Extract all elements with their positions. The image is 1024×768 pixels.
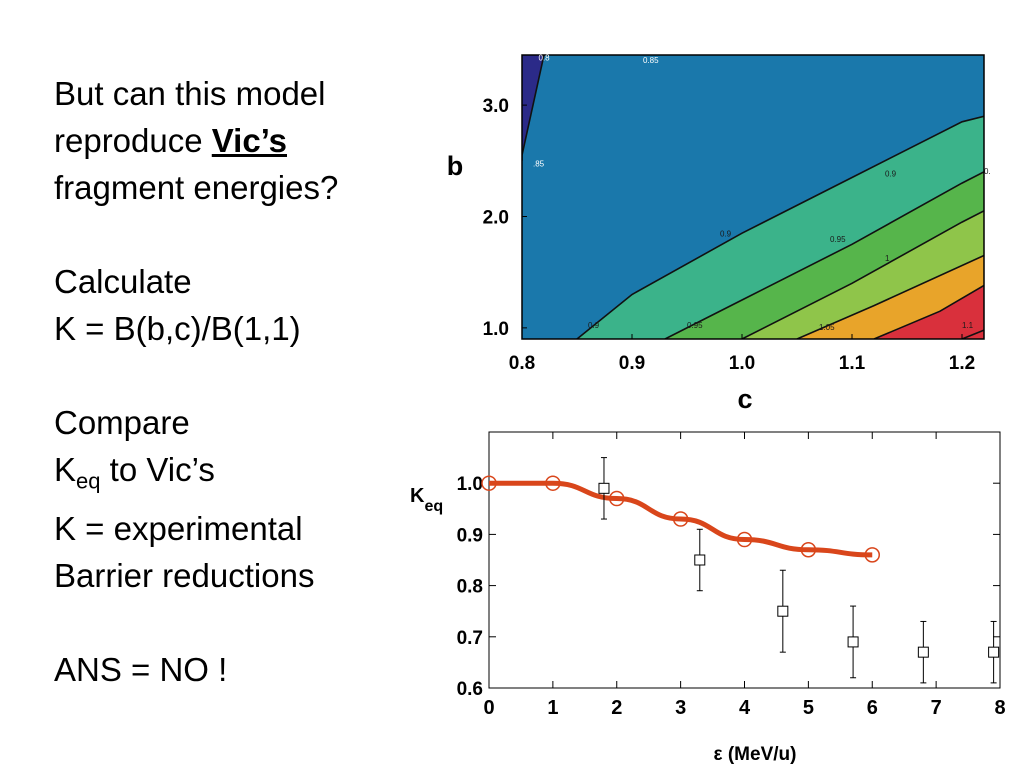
keq-model-point [609,490,625,507]
contour-band-0.85 [522,55,984,339]
text-line-5: K = B(b,c)/B(1,1) [54,310,301,347]
keq-experimental-point [847,636,859,648]
keq-k: K [54,451,77,488]
contour-line-1.15 [961,329,984,339]
text-line-1: But can this model [54,75,326,112]
contour-label: 1 [885,254,890,263]
keq-y-tick-label: 0.7 [457,628,483,649]
keq-experimental-point [777,605,789,617]
contour-label: 0.85 [643,56,659,65]
keq-model-point [736,531,753,548]
keq-model-point [481,475,497,491]
contour-x-tick-label: 0.9 [619,353,645,374]
contour-x-label: c [737,384,752,414]
contour-frame [521,54,985,340]
contour-label: 0.9 [588,321,600,330]
contour-line-0.85 [522,55,545,161]
contour-x-tick-label: 1.0 [729,353,755,374]
contour-label: 1.05 [819,323,835,332]
keq-y-tick-label: 0.9 [457,525,483,546]
contour-y-label: b [447,151,464,181]
slide-text: But can this model reproduce Vic’s fragm… [54,70,338,693]
contour-label: 1.1 [962,321,974,330]
keq-x-tick-label: 5 [803,697,814,719]
contour-band-1.05 [797,255,984,339]
contour-line-0.9 [576,115,984,339]
contour-x-tick-label: 1.2 [949,353,975,374]
contour-band-0.9 [577,116,984,339]
keq-x-tick-label: 6 [867,697,878,719]
keq-model-point [672,511,689,527]
keq-x-tick-label: 8 [994,697,1005,719]
text-line-6: Compare [54,404,190,441]
contour-line-1.05 [796,254,984,339]
contour-label: 0.95 [687,321,703,330]
contour-label: .85 [533,159,545,168]
contour-line-1 [741,210,984,339]
text-line-3: fragment energies? [54,169,339,206]
keq-experimental-point [917,646,929,658]
contour-y-tick-label: 2.0 [483,207,509,228]
keq-x-tick-label: 0 [483,697,494,719]
vic-emphasis: Vic’s [211,122,287,159]
keq-model-point [800,542,817,558]
keq-experimental-point [598,482,610,494]
text-line-10: ANS = NO ! [54,650,228,688]
text-line-7-rest: to Vic’s [100,451,215,488]
contour-label: 0.95 [830,235,846,244]
keq-x-tick-label: 1 [547,697,558,719]
keq-y-label: Keq [410,485,443,515]
keq-sub: eq [76,468,101,494]
contour-y-tick-label: 3.0 [483,96,509,117]
contour-band-0.8 [522,55,544,161]
keq-experimental-point [694,554,706,566]
contour-y-tick-label: 1.0 [483,319,509,340]
text-line-7: Keq to Vic’s [54,446,338,505]
keq-y-tick-label: 1.0 [457,474,483,495]
keq-model-curve [488,480,873,558]
contour-label: 0.9 [885,169,897,178]
keq-model-point [864,547,880,563]
keq-model-point [545,475,561,491]
keq-y-tick-label: 0.8 [457,577,483,598]
contour-label: 0.8 [539,54,551,63]
contour-label: 0. [984,167,991,176]
keq-x-tick-label: 4 [739,697,751,719]
contour-line-1.1 [873,284,984,339]
contour-x-tick-label: 1.1 [839,353,866,374]
keq-experimental-point [988,646,1000,658]
contour-line-0.95 [664,171,984,339]
text-line-4: Calculate [54,263,192,300]
text-line-2-prefix: reproduce [54,122,212,159]
keq-y-tick-label: 0.6 [457,679,483,700]
keq-x-tick-label: 3 [675,697,686,719]
keq-x-tick-label: 7 [931,697,942,719]
text-line-2: reproduce Vic’s [54,117,338,164]
keq-x-tick-label: 2 [611,697,622,719]
text-line-9: Barrier reductions [54,556,315,594]
text-line-8: K = experimental [54,509,303,547]
keq-x-label: ε (MeV/u) [714,744,797,765]
contour-x-tick-label: 0.8 [509,353,535,374]
contour-label: 0.9 [720,230,732,239]
